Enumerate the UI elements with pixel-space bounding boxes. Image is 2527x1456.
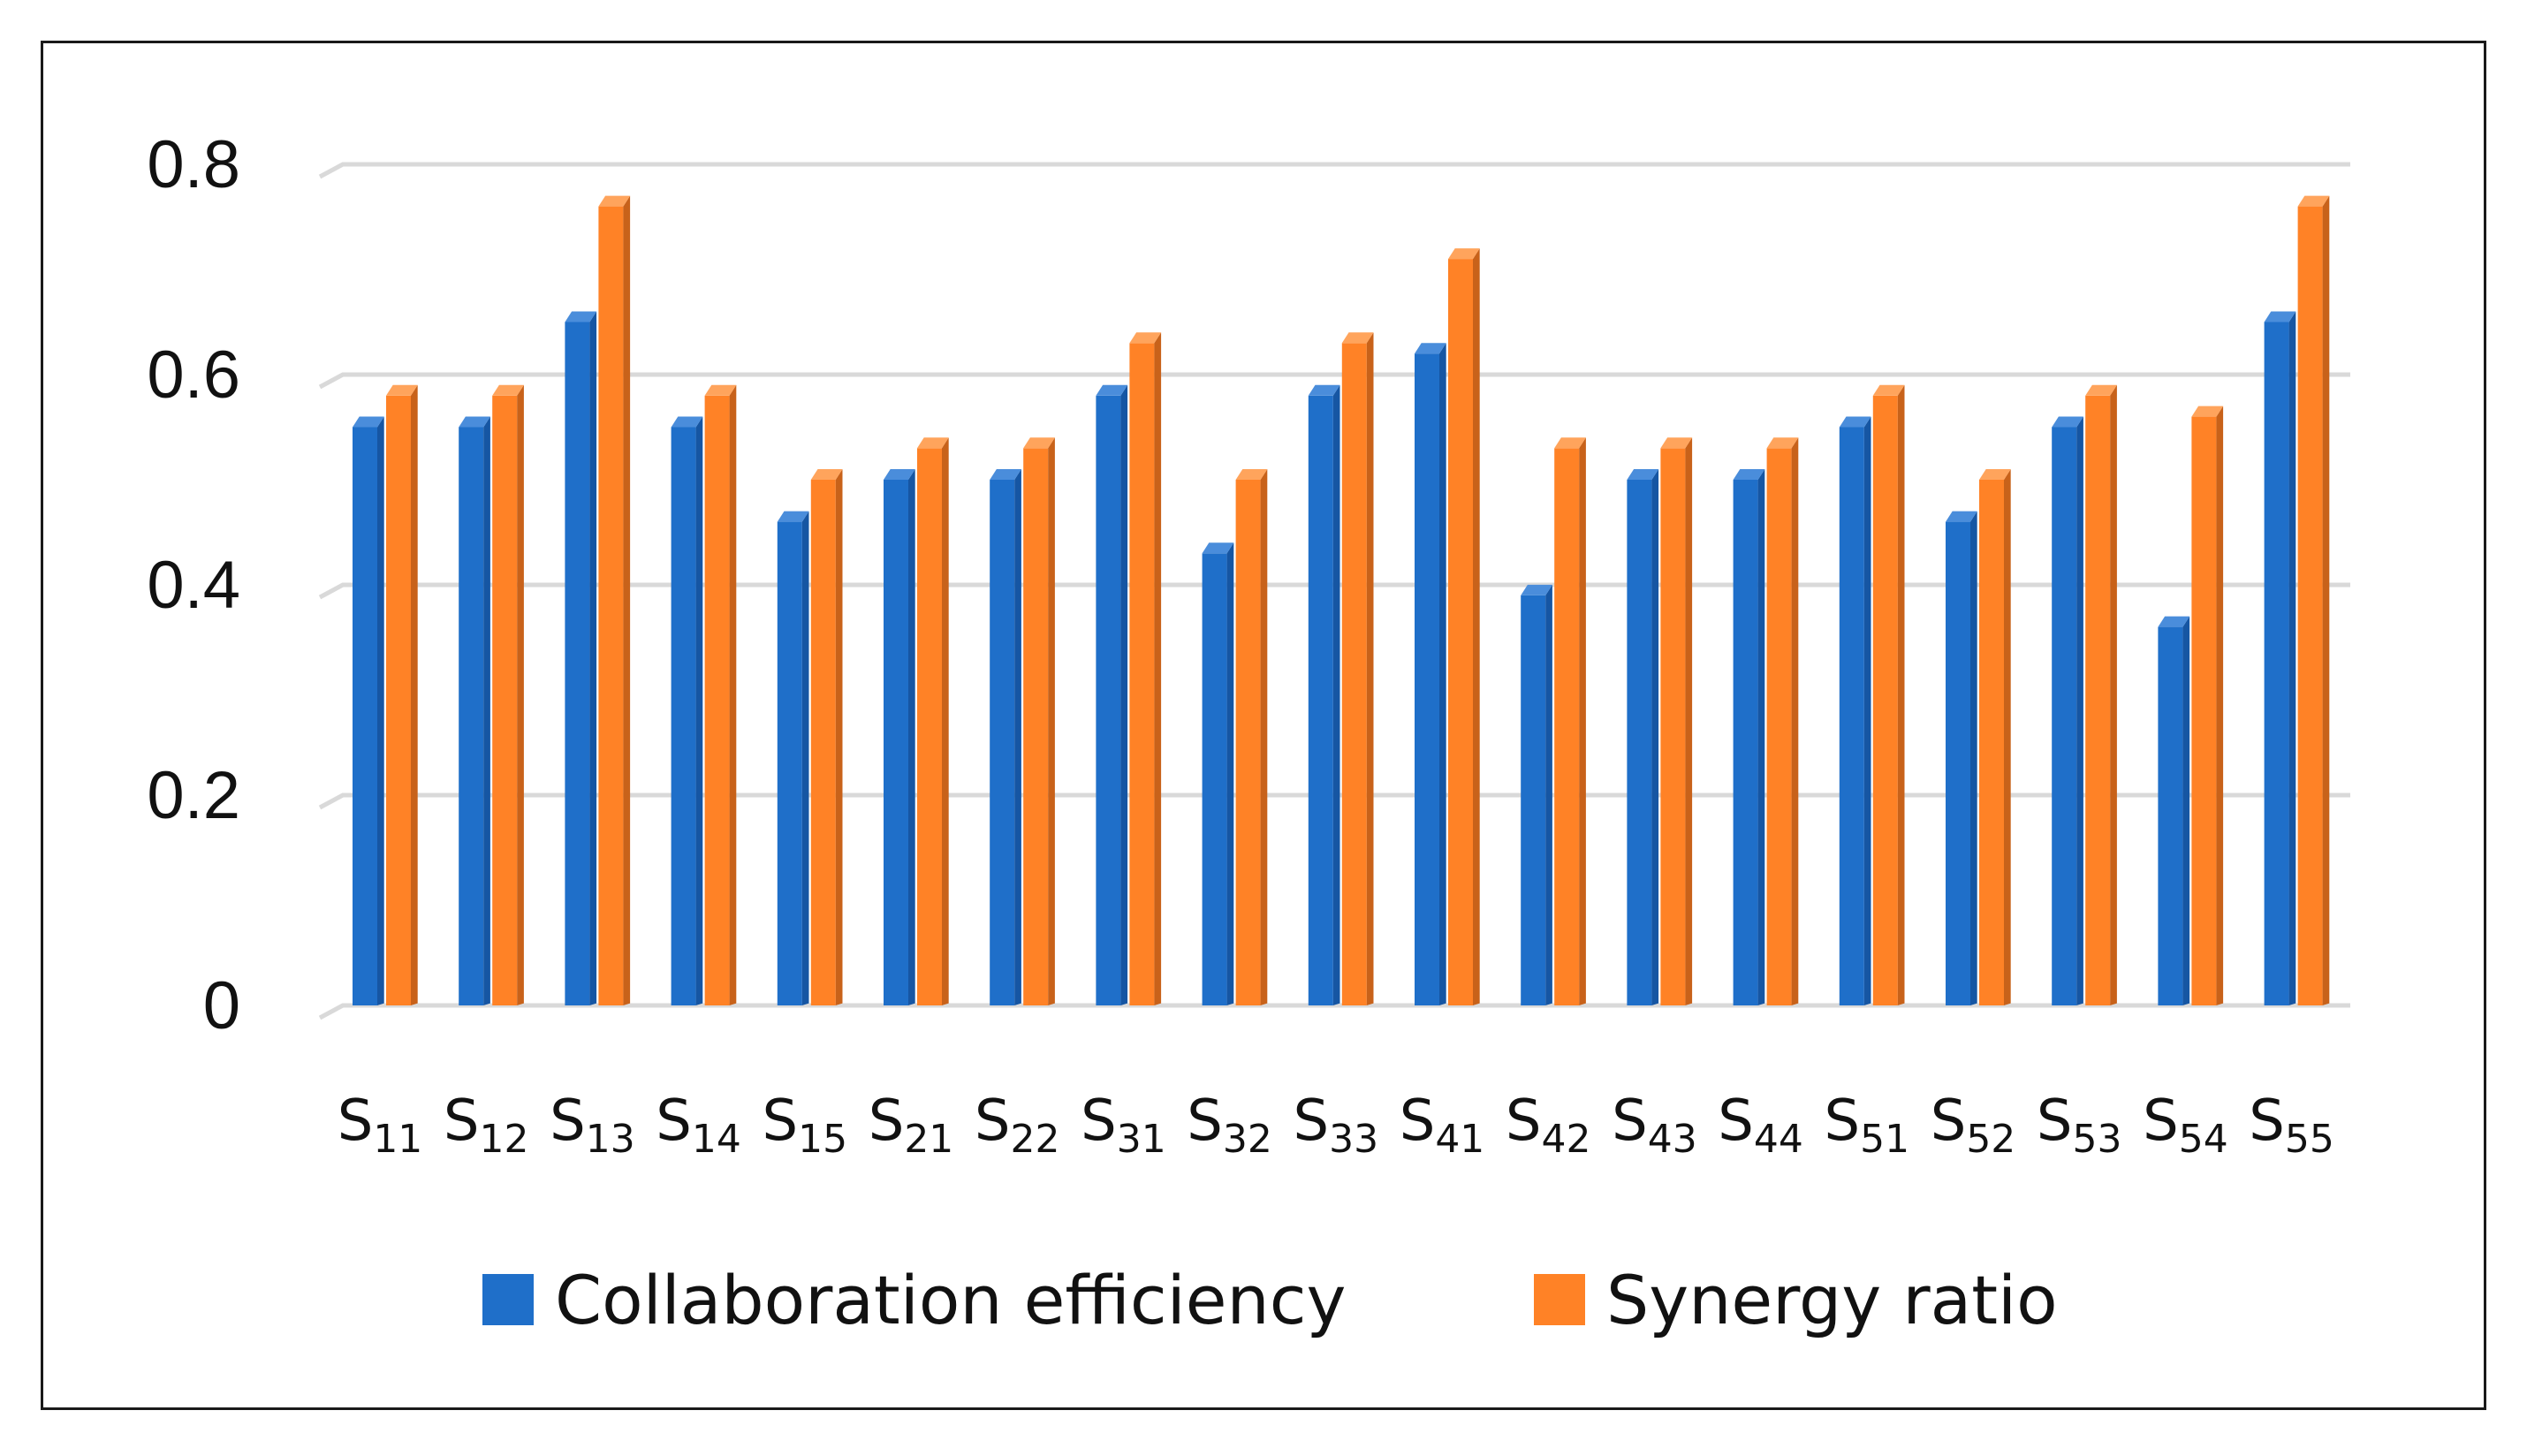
bar-collaboration-efficiency-s52: [1946, 511, 1977, 1005]
bar-collaboration-efficiency-s43: [1627, 469, 1659, 1005]
bar-synergy-ratio-s21: [917, 437, 949, 1005]
bar-synergy-ratio-s33: [1341, 332, 1374, 1005]
bar-synergy-ratio-s22: [1023, 437, 1055, 1005]
x-category-label: S42: [1506, 1088, 1591, 1162]
x-category-label: S43: [1612, 1088, 1697, 1162]
x-category-label: S41: [1400, 1088, 1485, 1162]
bar-synergy-ratio-s53: [2085, 384, 2117, 1005]
x-category-label: S54: [2143, 1088, 2228, 1162]
bar-synergy-ratio-s15: [810, 469, 843, 1005]
bar-synergy-ratio-s13: [598, 195, 631, 1006]
bar-collaboration-efficiency-s53: [2052, 416, 2083, 1005]
gridline: [318, 162, 2350, 179]
y-tick-label: 0.8: [147, 127, 240, 202]
bar-collaboration-efficiency-s11: [353, 416, 384, 1005]
bar-collaboration-efficiency-s42: [1521, 584, 1552, 1005]
x-category-label: S22: [975, 1088, 1060, 1162]
y-tick-label: 0.6: [147, 337, 240, 413]
bar-collaboration-efficiency-s55: [2264, 311, 2296, 1005]
legend-swatch-collaboration-efficiency: [482, 1274, 534, 1325]
bar-collaboration-efficiency-s41: [1415, 343, 1446, 1005]
bar-collaboration-efficiency-s14: [671, 416, 703, 1005]
bar-synergy-ratio-s12: [492, 384, 524, 1005]
bar-synergy-ratio-s43: [1660, 437, 1693, 1005]
gridline: [318, 1003, 2350, 1020]
x-category-label: S21: [869, 1088, 954, 1162]
bar-collaboration-efficiency-s13: [565, 311, 597, 1005]
x-category-label: S11: [338, 1088, 423, 1162]
bar-collaboration-efficiency-s31: [1096, 384, 1128, 1005]
bar-synergy-ratio-s11: [386, 384, 418, 1005]
bar-collaboration-efficiency-s21: [884, 469, 915, 1005]
x-category-label: S14: [656, 1088, 741, 1162]
bar-collaboration-efficiency-s51: [1839, 416, 1871, 1005]
bar-synergy-ratio-s41: [1448, 248, 1480, 1006]
bar-collaboration-efficiency-s22: [990, 469, 1021, 1005]
y-tick-label: 0.4: [147, 548, 240, 623]
bar-collaboration-efficiency-s32: [1202, 542, 1234, 1005]
bar-synergy-ratio-s44: [1766, 437, 1799, 1005]
bar-collaboration-efficiency-s54: [2158, 616, 2190, 1005]
legend-label-collaboration-efficiency: Collaboration efficiency: [555, 1261, 1347, 1339]
legend-swatch-synergy-ratio: [1534, 1274, 1585, 1325]
gridline: [318, 372, 2350, 390]
bars: [353, 195, 2330, 1006]
x-category-label: S31: [1081, 1088, 1166, 1162]
y-tick-label: 0: [203, 968, 240, 1043]
y-axis-ticks: 0 0.2 0.4 0.6 0.8: [147, 127, 240, 1043]
bar-synergy-ratio-s55: [2297, 195, 2330, 1006]
x-category-label: S15: [762, 1088, 847, 1162]
legend-label-synergy-ratio: Synergy ratio: [1606, 1261, 2058, 1339]
x-category-label: S44: [1718, 1088, 1803, 1162]
y-tick-label: 0.2: [147, 758, 240, 833]
x-category-label: S55: [2249, 1088, 2334, 1162]
x-category-label: S52: [1931, 1088, 2016, 1162]
bar-collaboration-efficiency-s44: [1733, 469, 1765, 1005]
bar-synergy-ratio-s54: [2191, 406, 2224, 1006]
x-axis-categories: S11 S12 S13 S14 S15 S21 S22 S31 S32 S33 S41 S42 S43 S…: [338, 1088, 2334, 1162]
x-category-label: S53: [2037, 1088, 2122, 1162]
x-category-label: S12: [444, 1088, 529, 1162]
bar-synergy-ratio-s42: [1554, 437, 1586, 1005]
bar-synergy-ratio-s51: [1872, 384, 1905, 1005]
bar-collaboration-efficiency-s15: [777, 511, 809, 1005]
bar-synergy-ratio-s14: [704, 384, 737, 1005]
legend: Collaboration efficiency Synergy ratio: [482, 1261, 2058, 1339]
x-category-label: S51: [1824, 1088, 1909, 1162]
x-category-label: S32: [1187, 1088, 1272, 1162]
x-category-label: S33: [1293, 1088, 1378, 1162]
bar-collaboration-efficiency-s12: [459, 416, 490, 1005]
bar-synergy-ratio-s52: [1979, 469, 2011, 1005]
x-category-label: S13: [550, 1088, 635, 1162]
bar-synergy-ratio-s32: [1235, 469, 1268, 1005]
bar-synergy-ratio-s31: [1129, 332, 1162, 1005]
bar-collaboration-efficiency-s33: [1308, 384, 1340, 1005]
